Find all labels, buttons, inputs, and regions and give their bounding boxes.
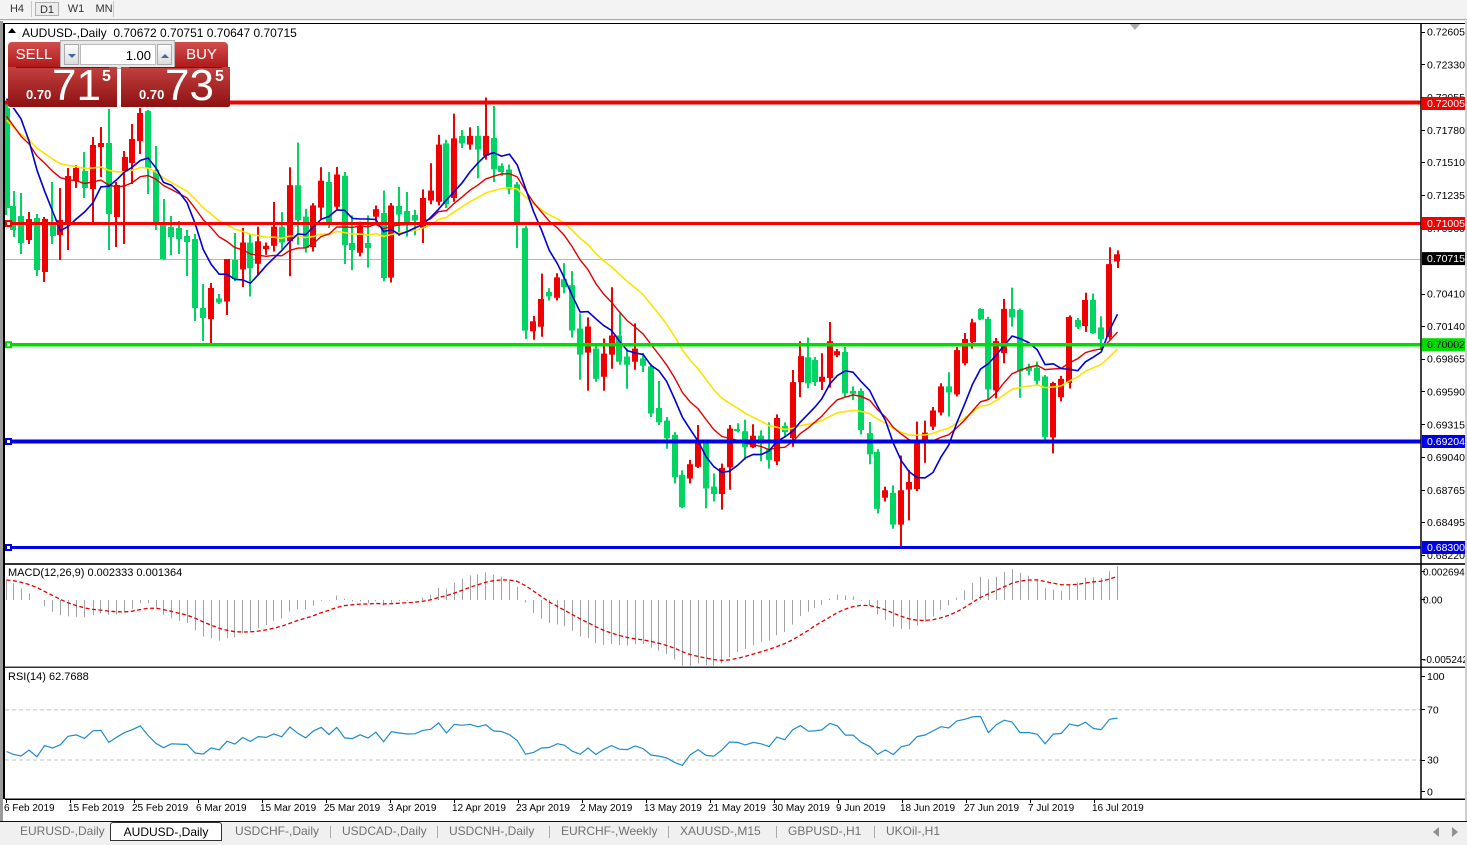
svg-text:25 Feb 2019: 25 Feb 2019 xyxy=(132,803,189,814)
svg-text:100: 100 xyxy=(1427,671,1445,683)
svg-text:30: 30 xyxy=(1427,755,1439,767)
svg-text:23 Apr 2019: 23 Apr 2019 xyxy=(516,803,570,814)
svg-text:0.71510: 0.71510 xyxy=(1427,157,1465,169)
svg-text:0.002694: 0.002694 xyxy=(1423,567,1465,578)
svg-text:15 Feb 2019: 15 Feb 2019 xyxy=(68,803,125,814)
svg-text:0.69315: 0.69315 xyxy=(1427,419,1465,431)
svg-text:0.68495: 0.68495 xyxy=(1427,517,1465,529)
svg-text:0.68765: 0.68765 xyxy=(1427,485,1465,497)
svg-text:0.69590: 0.69590 xyxy=(1427,387,1465,399)
svg-text:0.70002: 0.70002 xyxy=(1427,339,1465,351)
svg-text:21 May 2019: 21 May 2019 xyxy=(708,803,766,814)
svg-text:0.69204: 0.69204 xyxy=(1427,436,1465,448)
svg-text:30 May 2019: 30 May 2019 xyxy=(772,803,830,814)
svg-text:25 Mar 2019: 25 Mar 2019 xyxy=(324,803,381,814)
svg-text:0.68300: 0.68300 xyxy=(1427,542,1465,554)
svg-text:6 Mar 2019: 6 Mar 2019 xyxy=(196,803,247,814)
svg-text:13 May 2019: 13 May 2019 xyxy=(644,803,702,814)
svg-text:-0.005242: -0.005242 xyxy=(1423,655,1467,666)
svg-text:12 Apr 2019: 12 Apr 2019 xyxy=(452,803,506,814)
svg-text:27 Jun 2019: 27 Jun 2019 xyxy=(964,803,1019,814)
svg-text:0.69865: 0.69865 xyxy=(1427,354,1465,366)
svg-text:6 Feb 2019: 6 Feb 2019 xyxy=(4,803,55,814)
svg-text:2 May 2019: 2 May 2019 xyxy=(580,803,633,814)
svg-text:0.69040: 0.69040 xyxy=(1427,452,1465,464)
svg-text:0.72005: 0.72005 xyxy=(1427,98,1465,110)
svg-text:0.70140: 0.70140 xyxy=(1427,321,1465,333)
svg-text:70: 70 xyxy=(1427,704,1439,716)
svg-text:0.71780: 0.71780 xyxy=(1427,125,1465,137)
svg-text:16 Jul 2019: 16 Jul 2019 xyxy=(1092,803,1144,814)
svg-text:15 Mar 2019: 15 Mar 2019 xyxy=(260,803,317,814)
svg-text:7 Jul 2019: 7 Jul 2019 xyxy=(1028,803,1075,814)
svg-text:0: 0 xyxy=(1427,786,1433,798)
svg-text:0.72330: 0.72330 xyxy=(1427,59,1465,71)
svg-text:3 Apr 2019: 3 Apr 2019 xyxy=(388,803,437,814)
svg-text:18 Jun 2019: 18 Jun 2019 xyxy=(900,803,955,814)
svg-text:0.71235: 0.71235 xyxy=(1427,190,1465,202)
svg-text:0.70410: 0.70410 xyxy=(1427,289,1465,301)
svg-text:0.00: 0.00 xyxy=(1423,595,1443,606)
svg-text:RSI(14) 62.7688: RSI(14) 62.7688 xyxy=(8,671,89,683)
svg-text:9 Jun 2019: 9 Jun 2019 xyxy=(836,803,886,814)
svg-text:MACD(12,26,9) 0.002333 0.00136: MACD(12,26,9) 0.002333 0.001364 xyxy=(8,567,182,579)
svg-text:0.72605: 0.72605 xyxy=(1427,27,1465,39)
svg-text:0.70715: 0.70715 xyxy=(1427,253,1465,265)
svg-text:0.71005: 0.71005 xyxy=(1427,218,1465,230)
